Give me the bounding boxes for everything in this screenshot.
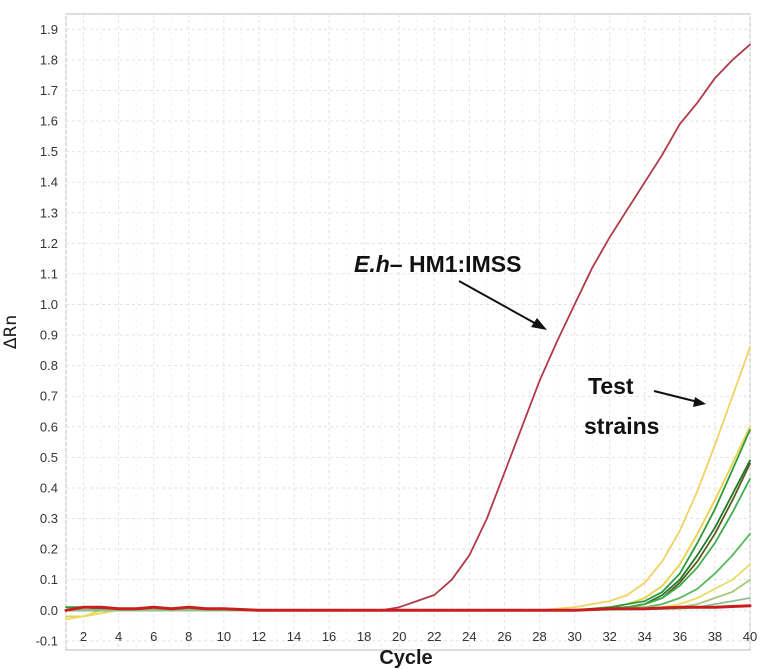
y-tick-label: 1.4	[40, 175, 58, 190]
series-line-negative-control	[64, 604, 752, 612]
x-tick-label: 8	[185, 629, 192, 644]
x-axis-title: Cycle	[379, 647, 432, 669]
y-axis-title: ΔRn	[1, 315, 21, 349]
y-tick-label: 1.3	[40, 205, 58, 220]
y-tick-label: 1.5	[40, 144, 58, 159]
x-tick-label: 18	[357, 629, 371, 644]
x-tick-label: 22	[427, 629, 441, 644]
x-tick-label: 30	[567, 629, 581, 644]
annotation-ehm1-rest: – HM1:IMSS	[390, 251, 522, 277]
y-tick-label: 0.5	[40, 450, 58, 465]
x-tick-label: 6	[150, 629, 157, 644]
y-tick-label: 1.0	[40, 297, 58, 312]
y-tick-label: 0.8	[40, 358, 58, 373]
y-tick-label: 0.2	[40, 542, 58, 557]
y-tick-label: 1.2	[40, 236, 58, 251]
x-tick-label: 2	[80, 629, 87, 644]
x-tick-label: 12	[252, 629, 266, 644]
y-tick-label: 1.6	[40, 114, 58, 129]
x-tick-label: 28	[532, 629, 546, 644]
x-tick-label: 32	[602, 629, 616, 644]
x-tick-label: 14	[287, 629, 301, 644]
annotation-strains-label: strains	[584, 413, 659, 439]
x-tick-label: 24	[462, 629, 476, 644]
x-tick-label: 4	[115, 629, 122, 644]
x-tick-label: 36	[673, 629, 687, 644]
x-tick-label: 16	[322, 629, 336, 644]
y-tick-label: 1.1	[40, 266, 58, 281]
x-tick-label: 38	[708, 629, 722, 644]
y-tick-label: 0.6	[40, 419, 58, 434]
y-tick-label: 0.3	[40, 511, 58, 526]
axis-ticks: 2 4 6 8 10 12 14 16 18 20 22 24 26 28 30 32 34 36 38 40-0.1…	[36, 22, 758, 649]
x-tick-label: 10	[217, 629, 231, 644]
y-tick-label: 1.9	[40, 22, 58, 37]
annotation-test-arrowhead	[693, 397, 706, 407]
series-lines	[64, 43, 752, 621]
y-tick-label: 0.4	[40, 480, 58, 495]
annotation-ehm1-label: E.h– HM1:IMSS	[354, 251, 521, 277]
x-tick-label: 20	[392, 629, 406, 644]
y-tick-label: -0.1	[36, 633, 58, 648]
y-tick-label: 0.0	[40, 603, 58, 618]
x-tick-label: 34	[638, 629, 652, 644]
y-tick-label: 1.7	[40, 83, 58, 98]
y-tick-label: 1.8	[40, 52, 58, 67]
y-tick-label: 0.7	[40, 389, 58, 404]
x-tick-label: 26	[497, 629, 511, 644]
annotation-test-label: Test	[588, 373, 634, 399]
annotation-test-arrow	[653, 390, 699, 403]
annotation-ehm1-arrow	[458, 280, 541, 327]
y-tick-label: 0.1	[40, 572, 58, 587]
plot-area	[65, 13, 751, 651]
grid-lines	[65, 14, 751, 650]
y-tick-label: 0.9	[40, 328, 58, 343]
x-tick-label: 40	[743, 629, 757, 644]
annotation-ehm1-italic: E.h	[354, 251, 390, 277]
annotation-ehm1-arrowhead	[531, 318, 547, 330]
